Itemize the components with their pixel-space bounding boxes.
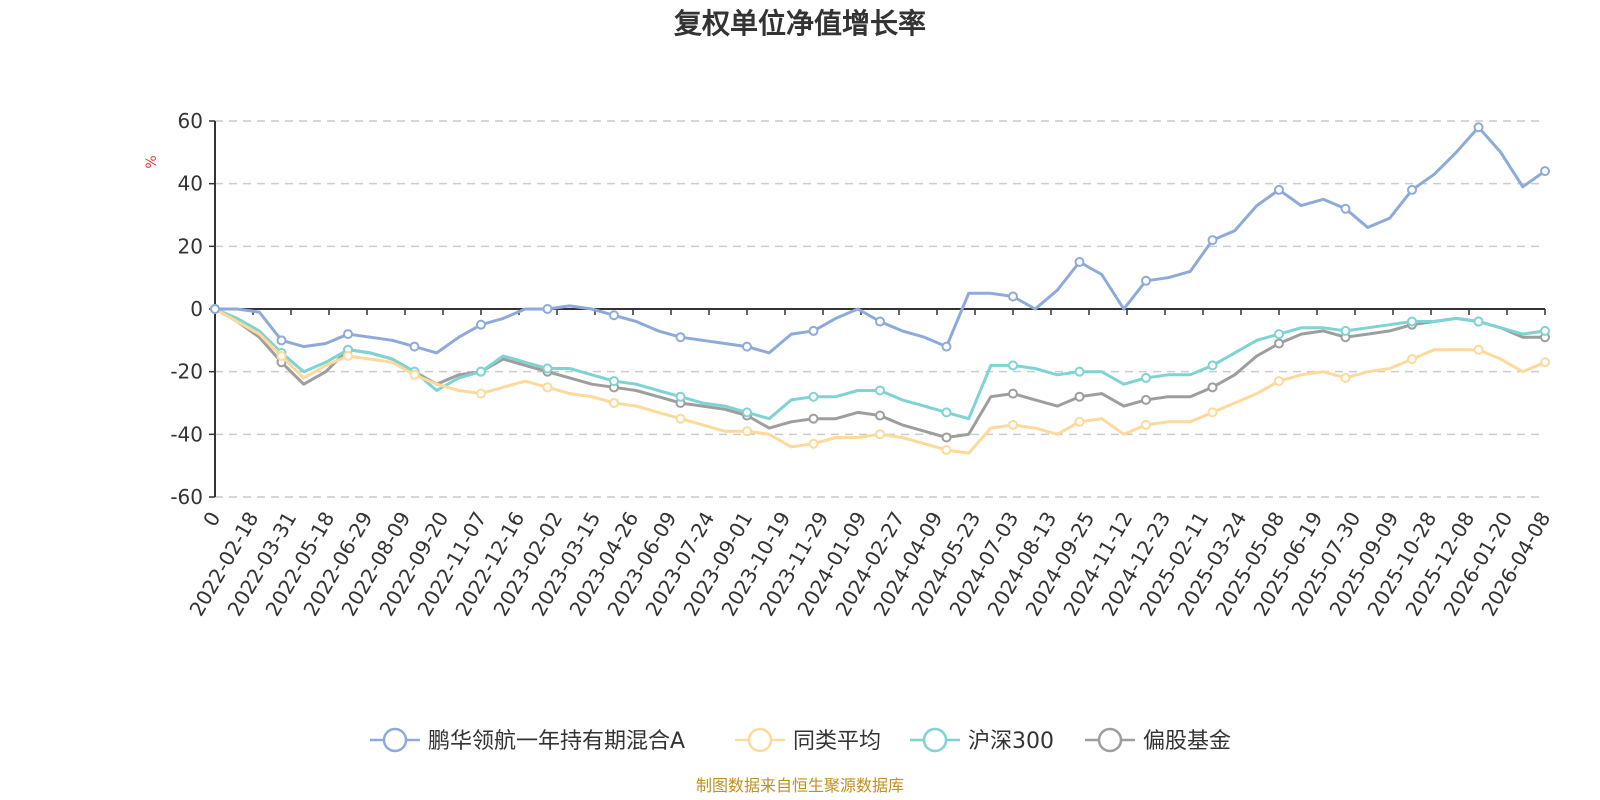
y-tick-label: -40: [170, 422, 203, 446]
series-point: [1473, 122, 1484, 133]
series-point: [1008, 419, 1018, 430]
series-point: [343, 351, 353, 361]
y-tick-label: -20: [170, 360, 203, 384]
series-point: [941, 407, 952, 418]
series-point: [1207, 407, 1218, 418]
legend-item[interactable]: 偏股基金: [1085, 727, 1231, 754]
series-point: [1540, 357, 1550, 368]
series-point: [1407, 316, 1417, 327]
series-point: [1074, 416, 1085, 427]
series-point: [276, 351, 287, 361]
series-point: [1340, 203, 1351, 214]
legend-label: 鹏华领航一年持有期混合A: [428, 729, 685, 754]
series-point: [1274, 338, 1284, 349]
series-point: [742, 426, 752, 437]
series-point: [808, 391, 819, 402]
series-point: [675, 332, 686, 343]
series-point: [542, 304, 553, 314]
series-point: [409, 341, 420, 352]
series-point: [675, 413, 686, 424]
series-point: [1074, 391, 1085, 402]
y-tick-label: 20: [178, 234, 203, 258]
series-point: [476, 388, 486, 399]
series-point: [1540, 325, 1550, 336]
legend-item[interactable]: 同类平均: [735, 727, 881, 754]
series-point: [875, 429, 885, 440]
legend-label: 同类平均: [793, 729, 881, 754]
series-point: [1008, 388, 1018, 399]
y-tick-label: 0: [190, 297, 203, 321]
series-point: [609, 376, 619, 387]
series-point: [941, 341, 952, 352]
legend-circle-icon: [747, 727, 773, 753]
legend-item[interactable]: 鹏华领航一年持有期混合A: [370, 727, 685, 754]
series-point: [1074, 366, 1085, 377]
series-point: [808, 413, 819, 424]
legend-label: 偏股基金: [1143, 729, 1231, 754]
series-point: [1207, 360, 1218, 371]
series-point: [742, 341, 752, 352]
y-tick-label: 40: [178, 172, 203, 196]
series-point: [1141, 394, 1151, 405]
series-point: [1540, 166, 1550, 177]
series-point: [875, 410, 885, 421]
series-point: [1141, 419, 1151, 430]
series-lines: [210, 122, 1550, 455]
series-point: [875, 385, 885, 396]
series-point: [941, 432, 952, 443]
y-tick-labels: -60 -40 -20 0 20 40 60: [170, 109, 203, 509]
y-tick-label: -60: [170, 485, 203, 509]
legend-circle-icon: [382, 727, 408, 753]
y-axis-label: %: [144, 155, 160, 168]
series-point: [1473, 316, 1484, 327]
legend-circle-icon: [1097, 727, 1123, 753]
series-point: [609, 310, 619, 321]
series-0: [210, 122, 1550, 355]
series-point: [343, 329, 353, 340]
series-point: [409, 369, 420, 380]
series-point: [1141, 275, 1151, 286]
series-point: [542, 382, 553, 393]
series-point: [1473, 344, 1484, 355]
series-point: [675, 391, 686, 402]
series-point: [1008, 291, 1018, 302]
chart-title: 复权单位净值增长率: [674, 7, 926, 40]
series-point: [1074, 257, 1085, 267]
legend-circle-icon: [922, 727, 948, 753]
source-note: 制图数据来自恒生聚源数据库: [696, 776, 904, 795]
x-tick-label: 0: [198, 508, 225, 531]
series-point: [1008, 360, 1018, 371]
series-point: [1141, 372, 1151, 383]
legend[interactable]: 鹏华领航一年持有期混合A 同类平均 沪深300 偏股基金: [370, 727, 1231, 754]
series-point: [808, 325, 819, 336]
series-point: [1207, 235, 1218, 246]
series-point: [1340, 325, 1351, 336]
series-point: [276, 335, 287, 346]
series-point: [476, 366, 486, 377]
axes: [214, 121, 1546, 497]
series-point: [609, 398, 619, 408]
series-point: [1340, 372, 1351, 383]
series-point: [875, 316, 885, 327]
legend-item[interactable]: 沪深300: [910, 727, 1054, 754]
x-tick-labels: 02022-02-182022-03-312022-05-182022-06-2…: [184, 508, 1555, 621]
series-point: [941, 445, 952, 455]
series-point: [808, 438, 819, 449]
series-point: [742, 407, 752, 418]
series-point: [1207, 382, 1218, 393]
series-point: [1407, 184, 1417, 195]
legend-label: 沪深300: [968, 729, 1054, 754]
series-point: [210, 304, 220, 314]
series-1: [210, 304, 1550, 455]
series-point: [1274, 329, 1284, 340]
series-point: [542, 363, 553, 374]
series-point: [1407, 354, 1417, 365]
series-point: [476, 319, 486, 330]
series-point: [1274, 376, 1284, 387]
series-point: [1274, 184, 1284, 195]
y-tick-label: 60: [178, 109, 203, 133]
